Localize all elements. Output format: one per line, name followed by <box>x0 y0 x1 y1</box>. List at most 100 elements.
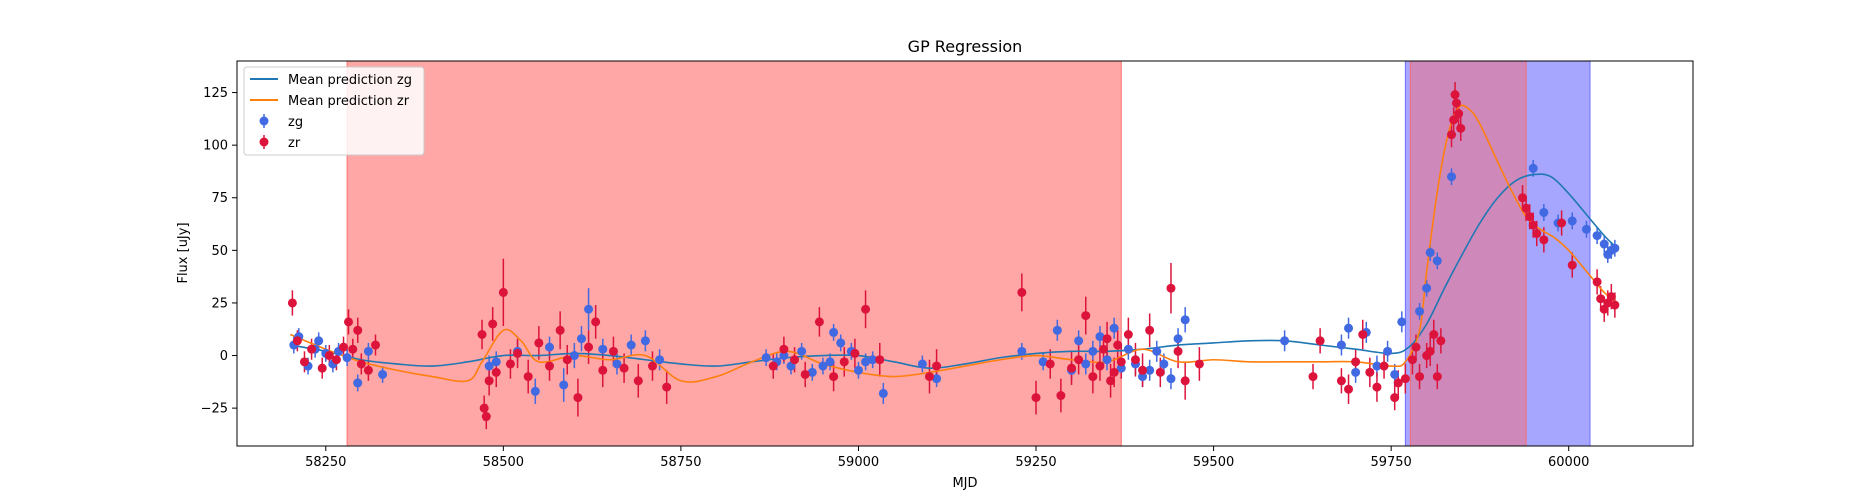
y-tick-label: 75 <box>211 191 228 206</box>
point-zr <box>1336 376 1346 386</box>
point-zr <box>1450 90 1460 100</box>
point-zg <box>1581 224 1591 234</box>
point-zr <box>584 342 594 352</box>
point-zr <box>861 304 871 314</box>
point-zr <box>1429 329 1439 339</box>
point-zr <box>1106 376 1116 386</box>
point-zg <box>1344 323 1354 333</box>
point-zr <box>829 372 839 382</box>
point-zg <box>1017 346 1027 356</box>
point-zr <box>331 355 341 365</box>
y-tick-label: 125 <box>203 86 228 101</box>
point-zr <box>1411 342 1421 352</box>
point-zr <box>1407 355 1417 365</box>
legend: Mean prediction zg Mean prediction zr zg zr <box>243 66 425 156</box>
point-zg <box>559 380 569 390</box>
point-zr <box>1180 376 1190 386</box>
point-zr <box>1415 372 1425 382</box>
point-zr <box>1447 130 1457 140</box>
point-zg <box>584 304 594 314</box>
point-zg <box>1088 346 1098 356</box>
point-zr <box>1606 292 1616 302</box>
point-zr <box>356 359 366 369</box>
x-tick-label: 58500 <box>483 455 524 470</box>
point-zg <box>1138 372 1148 382</box>
point-zg <box>1280 336 1290 346</box>
point-zg <box>1539 207 1549 217</box>
y-axis-label: Flux [uJy] <box>176 222 191 283</box>
point-zg <box>1152 346 1162 356</box>
y-tick-label: 0 <box>220 349 228 364</box>
point-zr <box>1557 218 1567 228</box>
point-zg <box>1123 344 1133 354</box>
point-zg <box>861 357 871 367</box>
point-zg <box>1081 359 1091 369</box>
point-zr <box>1123 329 1133 339</box>
point-zr <box>1351 357 1361 367</box>
point-zg <box>917 359 927 369</box>
point-zr <box>348 344 358 354</box>
point-zg <box>807 367 817 377</box>
point-zg <box>342 353 352 363</box>
point-zg <box>853 365 863 375</box>
point-zg <box>576 334 586 344</box>
point-zr <box>1173 346 1183 356</box>
point-zg <box>1415 306 1425 316</box>
point-zg <box>545 342 555 352</box>
point-zg <box>761 353 771 363</box>
point-zg <box>1351 367 1361 377</box>
shaded-regions <box>346 60 1591 447</box>
point-zr <box>1454 109 1464 119</box>
point-zr <box>1194 359 1204 369</box>
x-tick-label: 58250 <box>305 455 346 470</box>
legend-label: zr <box>288 136 301 151</box>
point-zr <box>1393 378 1403 388</box>
x-tick-label: 59000 <box>838 455 879 470</box>
point-zg <box>868 355 878 365</box>
point-zr <box>299 357 309 367</box>
point-zr <box>850 348 860 358</box>
point-zg <box>878 388 888 398</box>
point-zr <box>498 287 508 297</box>
point-zg <box>1528 163 1538 173</box>
point-zr <box>1525 212 1535 222</box>
point-zg <box>655 355 665 365</box>
legend-label: zg <box>288 115 303 130</box>
point-zg <box>598 344 608 354</box>
y-tick-label: 25 <box>211 296 228 311</box>
point-zr <box>633 376 643 386</box>
x-tick-label: 58750 <box>660 455 701 470</box>
point-zr <box>363 365 373 375</box>
point-zr <box>1592 277 1602 287</box>
point-zr <box>790 355 800 365</box>
point-zr <box>1432 372 1442 382</box>
point-zr <box>608 346 618 356</box>
point-zr <box>779 344 789 354</box>
point-zr <box>598 365 608 375</box>
point-zg <box>1095 332 1105 342</box>
point-zr <box>662 382 672 392</box>
point-zr <box>1166 283 1176 293</box>
point-zg <box>1109 323 1119 333</box>
point-zg <box>626 340 636 350</box>
point-zg <box>1159 359 1169 369</box>
point-zr <box>484 376 494 386</box>
point-zr <box>1017 287 1027 297</box>
point-zg <box>1145 365 1155 375</box>
x-tick-label: 59250 <box>1015 455 1056 470</box>
point-zg <box>612 359 622 369</box>
point-zr <box>1518 193 1528 203</box>
legend-box <box>243 66 425 156</box>
point-zr <box>1074 355 1084 365</box>
point-zr <box>1400 374 1410 384</box>
point-zg <box>1166 374 1176 384</box>
point-zr <box>839 357 849 367</box>
chart-title: GP Regression <box>908 37 1023 56</box>
x-tick-label: 59500 <box>1193 455 1234 470</box>
point-zg <box>314 336 324 346</box>
point-zg <box>1610 243 1620 253</box>
point-zr <box>307 344 317 354</box>
point-zr <box>1155 367 1165 377</box>
point-zr <box>317 363 327 373</box>
